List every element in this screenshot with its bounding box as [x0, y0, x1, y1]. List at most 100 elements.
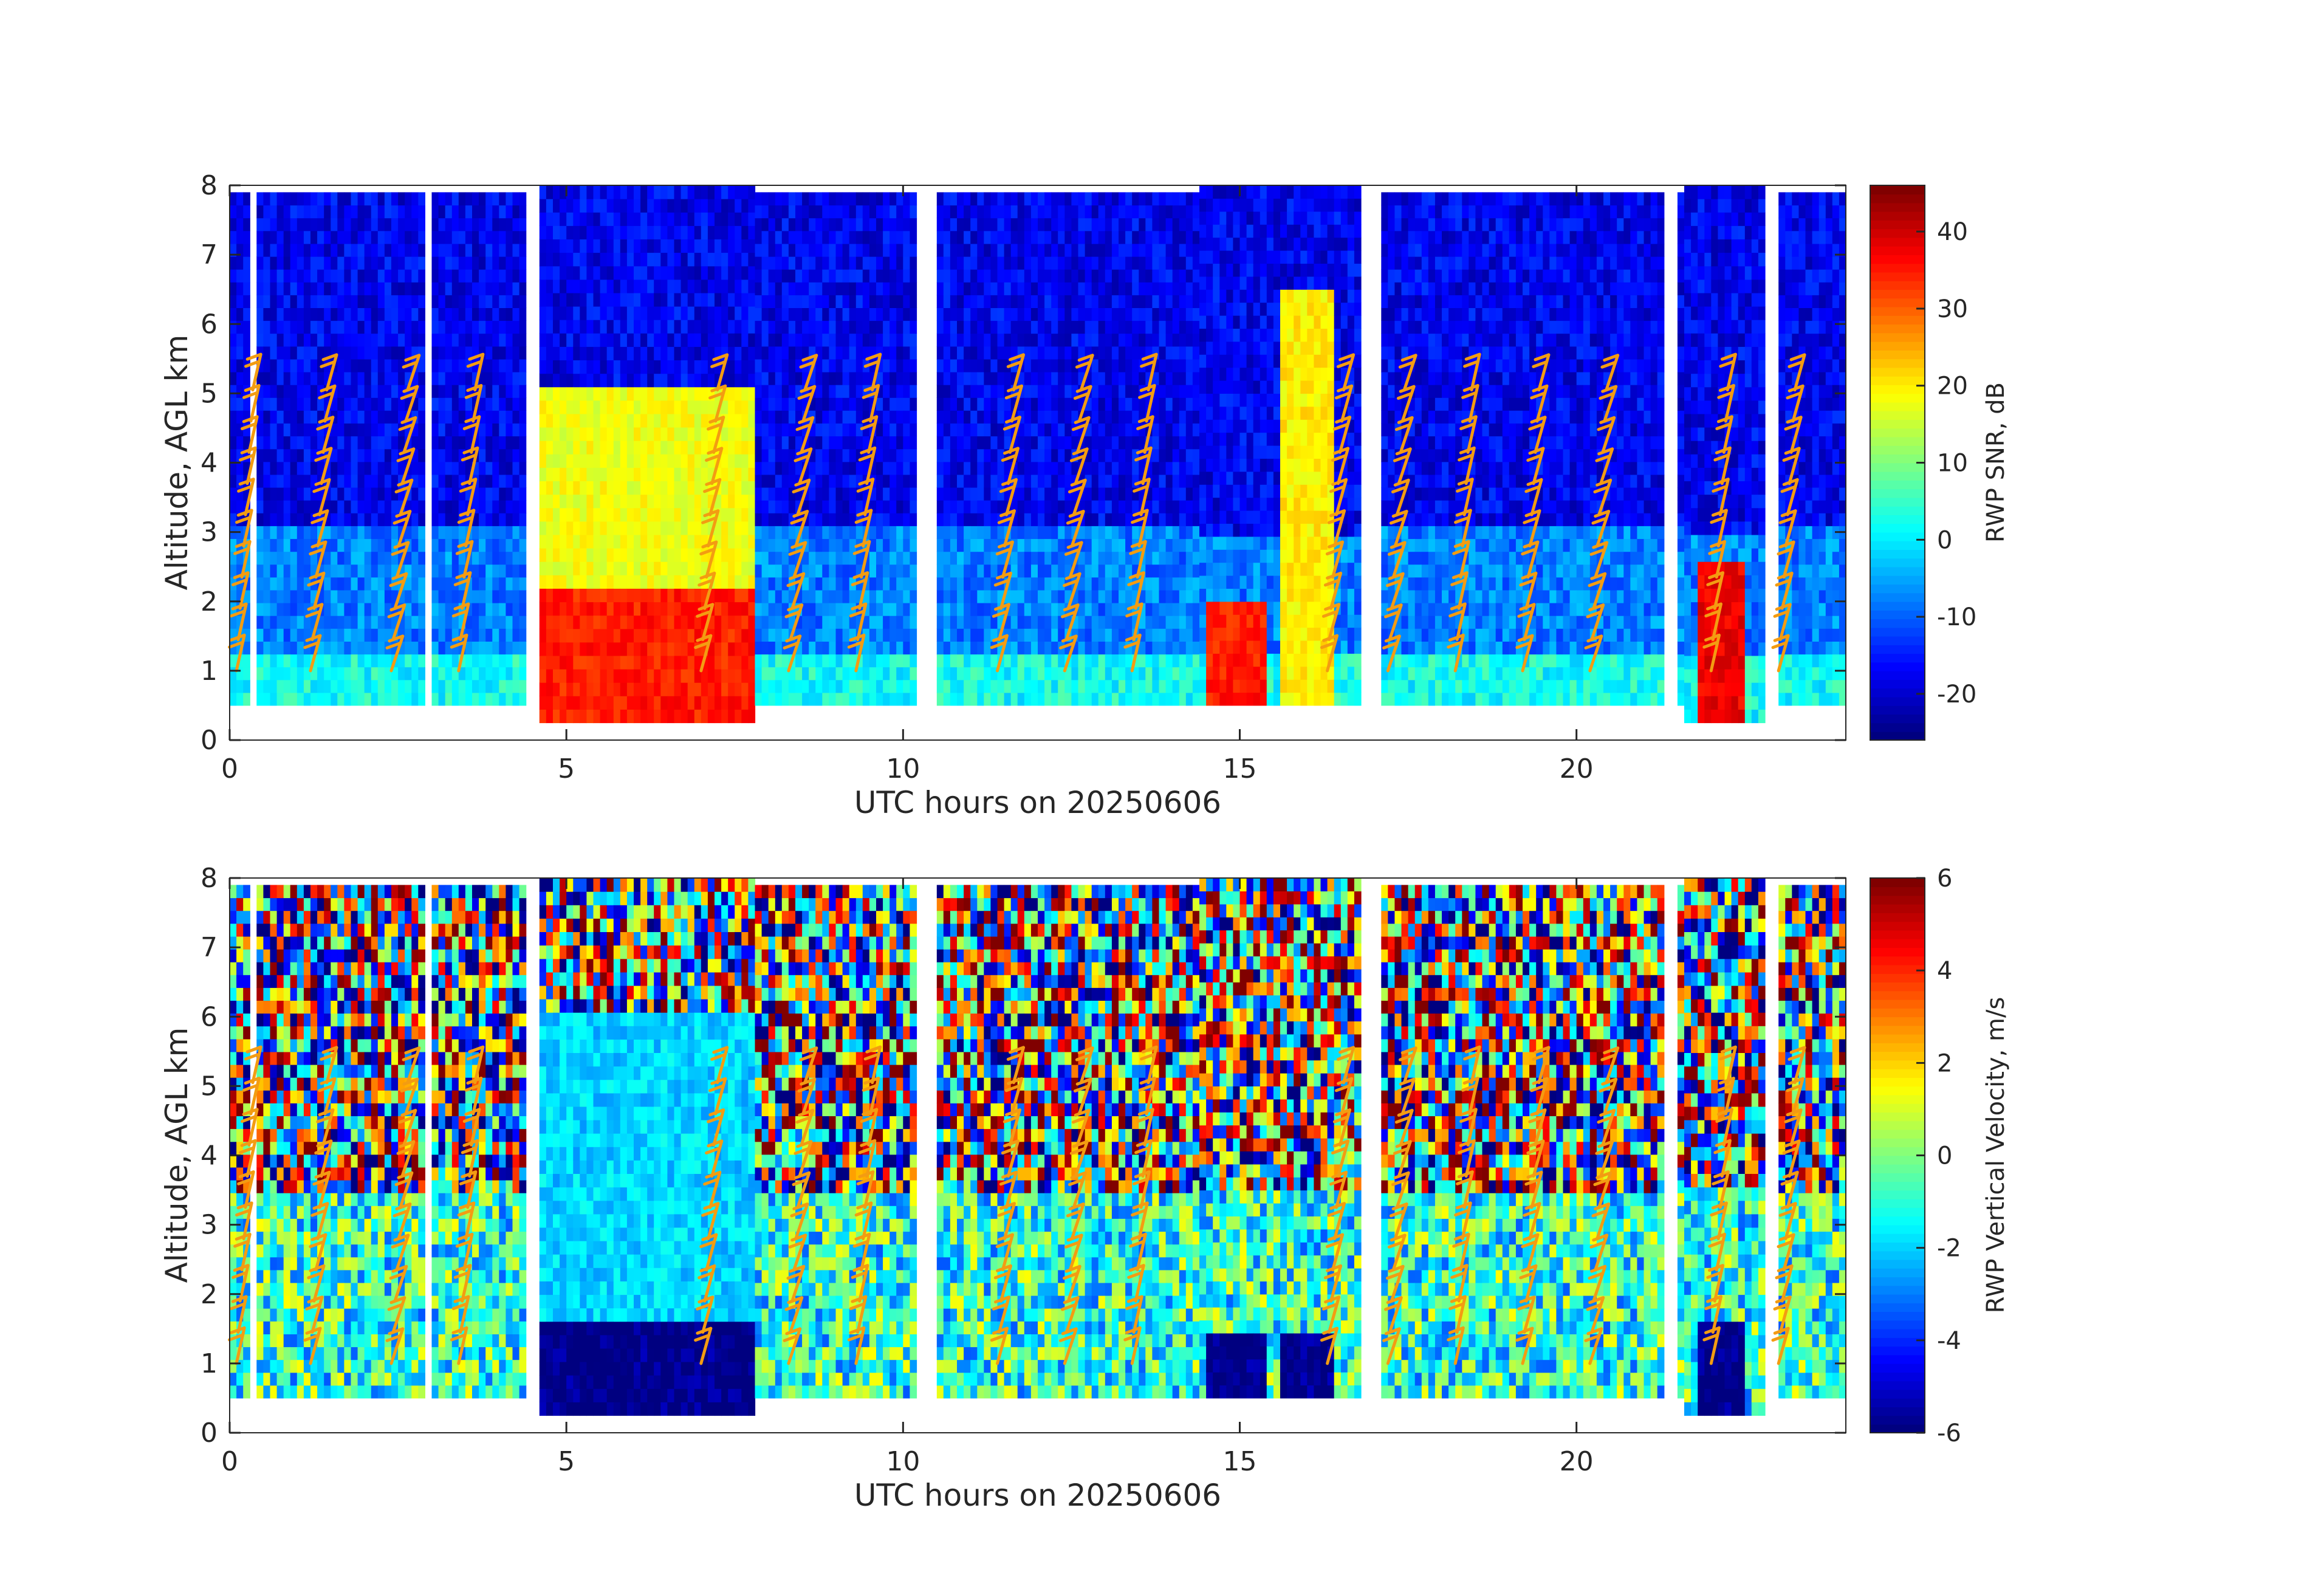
heatmap-cell — [499, 205, 506, 219]
heatmap-cell — [371, 321, 379, 334]
heatmap-cell — [365, 641, 372, 654]
heatmap-cell — [896, 256, 903, 270]
heatmap-cell — [553, 320, 560, 334]
heatmap-cell — [715, 185, 722, 199]
heatmap-cell — [331, 282, 338, 295]
heatmap-cell — [627, 333, 634, 347]
heatmap-cell — [506, 359, 513, 372]
heatmap-cell — [594, 280, 601, 293]
heatmap-cell — [762, 423, 769, 436]
heatmap-cell — [324, 334, 331, 347]
heatmap-cell — [385, 231, 392, 244]
heatmap-cell — [667, 239, 674, 253]
heatmap-cell — [1058, 346, 1065, 360]
heatmap-cell — [964, 410, 971, 424]
heatmap-cell — [358, 218, 365, 232]
heatmap-cell — [809, 256, 816, 270]
heatmap-cell — [270, 564, 278, 578]
heatmap-cell — [277, 616, 284, 629]
heatmap-cell — [324, 282, 331, 295]
heatmap-cell — [270, 218, 278, 232]
heatmap-cell — [445, 321, 453, 334]
heatmap-cell — [660, 280, 668, 293]
heatmap-cell — [654, 467, 661, 481]
heatmap-cell — [580, 548, 587, 562]
heatmap-cell — [1038, 372, 1045, 385]
heatmap-cell — [964, 436, 971, 450]
heatmap-cell — [284, 359, 291, 372]
heatmap-cell — [351, 423, 358, 436]
heatmap-cell — [492, 654, 499, 668]
heatmap-cell — [600, 427, 608, 441]
heatmap-cell — [876, 667, 883, 681]
heatmap-cell — [472, 590, 479, 603]
heatmap-cell — [580, 212, 587, 226]
heatmap-cell — [782, 436, 789, 450]
heatmap-cell — [519, 654, 527, 668]
heatmap-cell — [1031, 385, 1038, 398]
heatmap-cell — [970, 577, 978, 591]
heatmap-cell — [445, 487, 453, 501]
heatmap-cell — [809, 487, 816, 501]
heatmap-cell — [445, 410, 453, 424]
heatmap-cell — [607, 414, 614, 428]
heatmap-cell — [540, 616, 547, 629]
heatmap-cell — [910, 603, 917, 616]
heatmap-cell — [391, 500, 399, 513]
heatmap-cell — [492, 564, 499, 578]
heatmap-cell — [331, 628, 338, 642]
heatmap-cell — [715, 616, 722, 629]
heatmap-cell — [519, 616, 527, 629]
heatmap-cell — [1092, 218, 1099, 232]
heatmap-cell — [903, 346, 910, 360]
heatmap-cell — [990, 205, 998, 219]
heatmap-cell — [284, 449, 291, 462]
heatmap-cell — [667, 561, 674, 575]
heatmap-cell — [445, 475, 453, 488]
heatmap-cell — [499, 385, 506, 398]
heatmap-cell — [822, 628, 829, 642]
heatmap-cell — [519, 321, 527, 334]
heatmap-cell — [789, 346, 796, 360]
heatmap-cell — [769, 680, 776, 693]
heatmap-cell — [580, 561, 587, 575]
heatmap-cell — [465, 192, 473, 205]
heatmap-cell — [694, 414, 702, 428]
heatmap-cell — [284, 526, 291, 539]
heatmap-cell — [654, 320, 661, 334]
heatmap-cell — [284, 513, 291, 526]
heatmap-cell — [1064, 334, 1072, 347]
heatmap-cell — [344, 397, 351, 411]
heatmap-cell — [573, 656, 580, 670]
heatmap-cell — [1018, 616, 1025, 629]
heatmap-cell — [755, 590, 763, 603]
heatmap-cell — [614, 306, 621, 320]
heatmap-cell — [351, 539, 358, 552]
heatmap-cell — [910, 500, 917, 513]
heatmap-cell — [950, 295, 958, 308]
heatmap-cell — [553, 616, 560, 629]
heatmap-cell — [876, 256, 883, 270]
heatmap-cell — [385, 526, 392, 539]
heatmap-cell — [344, 462, 351, 475]
heatmap-cell — [970, 680, 978, 693]
heatmap-cell — [277, 321, 284, 334]
heatmap-cell — [957, 667, 964, 681]
heatmap-cell — [1018, 552, 1025, 565]
heatmap-cell — [378, 231, 385, 244]
heatmap-cell — [411, 577, 419, 591]
heatmap-cell — [465, 218, 473, 232]
heatmap-cell — [829, 192, 836, 205]
heatmap-cell — [647, 225, 654, 239]
heatmap-cell — [580, 320, 587, 334]
heatmap-cell — [1051, 218, 1058, 232]
heatmap-cell — [748, 629, 755, 643]
heatmap-cell — [647, 588, 654, 602]
heatmap-cell — [1092, 282, 1099, 295]
heatmap-cell — [863, 654, 870, 668]
heatmap-cell — [620, 642, 628, 656]
heatmap-cell — [344, 244, 351, 257]
heatmap-cell — [519, 282, 527, 295]
heatmap-cell — [432, 423, 439, 436]
heatmap-cell — [654, 561, 661, 575]
